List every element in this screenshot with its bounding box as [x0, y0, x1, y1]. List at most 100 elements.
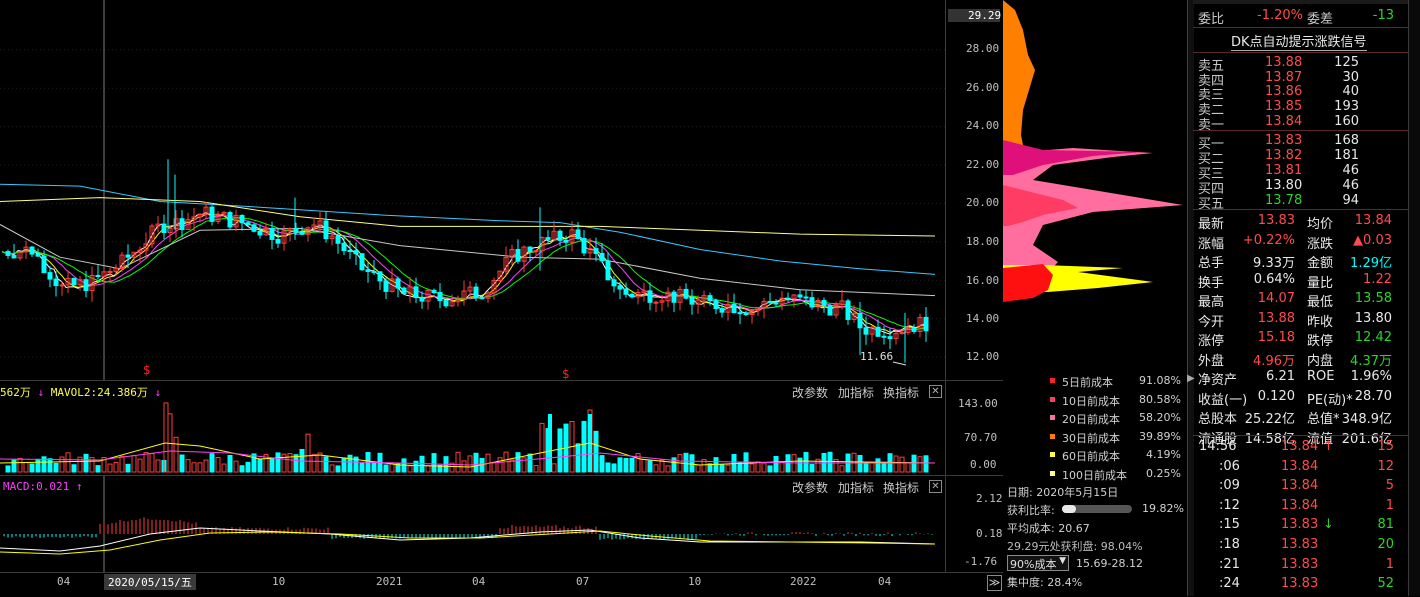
cost-legend-row: 30日前成本 39.89% — [1048, 430, 1181, 446]
time-axis: 04 2020/05/15/五 10 2021 04 07 10 2022 04… — [0, 572, 1003, 597]
sell-order-row: 卖一 13.84 160 — [1193, 114, 1408, 133]
candle-body — [707, 295, 713, 302]
cost-range: 15.69-28.12 — [1076, 557, 1143, 570]
volume-label-left: 562万 ↓ MAVOL2:24.386万 ↓ — [0, 386, 162, 399]
stat-label: 收益(一) — [1198, 392, 1248, 408]
ma20-line — [1, 215, 927, 331]
tick-price: 13.83 — [1281, 537, 1319, 552]
volume-bar — [455, 451, 461, 473]
volume-bar — [53, 462, 59, 473]
candle-body — [467, 286, 473, 292]
candle-body — [431, 289, 437, 294]
macd-switch-indicator-button[interactable]: 换指标 — [883, 481, 920, 495]
tick-volume: 15 — [1377, 439, 1394, 454]
tick-volume: 20 — [1377, 537, 1394, 552]
candle-body — [221, 212, 227, 215]
stat-value: 13.88 — [1257, 310, 1295, 326]
volume-bar — [41, 456, 47, 473]
order-price: 13.82 — [1265, 148, 1303, 163]
macd-add-indicator-button[interactable]: 加指标 — [838, 481, 875, 495]
volume-bar — [635, 453, 641, 473]
volume-bar — [755, 461, 761, 473]
quote-panel: 委比 -1.20% 委差 -13 DK点自动提示涨跌信号 卖五 13.88 125 卖… — [1193, 0, 1408, 596]
cost-range-select-value: 90%成本 — [1010, 558, 1057, 571]
stat-label: 最新 — [1198, 217, 1225, 232]
volume-edit-params-button[interactable]: 改参数 — [792, 386, 829, 400]
cost-legend-row: 10日前成本 80.58% — [1048, 392, 1181, 409]
tick-time: 14:56 — [1199, 439, 1237, 454]
volume-bar — [923, 455, 929, 473]
stat-value: 0.64% — [1253, 271, 1295, 287]
dk-signal-link[interactable]: DK点自动提示涨跌信号 — [1231, 31, 1367, 51]
time-axis-label: 10 — [272, 575, 286, 588]
candle-body — [503, 256, 509, 272]
legend-swatch — [1050, 415, 1055, 420]
volume-add-indicator-button[interactable]: 加指标 — [838, 386, 875, 400]
sell-order-row: 卖五 13.88 125 — [1193, 55, 1408, 74]
macd-edit-params-button[interactable]: 改参数 — [792, 481, 829, 495]
candle-body — [197, 213, 203, 218]
volume-bar — [131, 455, 137, 473]
volume-close-icon[interactable]: ✕ — [929, 385, 942, 398]
candle-body — [557, 230, 563, 241]
volume-switch-indicator-button[interactable]: 换指标 — [883, 386, 920, 400]
volume-bar — [725, 464, 731, 473]
cost-range-select[interactable]: 90%成本 ▼ — [1007, 555, 1069, 571]
price-axis-label: 16.00 — [966, 274, 1000, 287]
candle-body — [143, 243, 149, 251]
candle-body — [215, 213, 221, 222]
candle-body — [599, 252, 605, 262]
volume-bar — [701, 458, 707, 473]
volume-bar — [353, 456, 359, 473]
kline-chart[interactable]: $ $ 11.66 — [0, 0, 945, 380]
volume-bar — [539, 422, 545, 473]
candle-body — [509, 248, 515, 258]
candle-body — [263, 228, 269, 236]
volume-bar — [179, 454, 185, 473]
scroll-right-button[interactable]: ≫ — [987, 575, 1002, 591]
chip-distribution-chart[interactable] — [1003, 0, 1187, 380]
volume-bar — [521, 457, 527, 473]
macd-chart[interactable] — [0, 476, 945, 572]
volume-bar — [491, 461, 497, 473]
macd-axis-label: 2.12 — [976, 492, 1003, 505]
volume-bar — [209, 453, 215, 473]
candle-body — [785, 297, 791, 300]
time-axis-label: 04 — [57, 575, 71, 588]
volume-chart[interactable] — [0, 381, 945, 475]
candle-body — [59, 284, 65, 287]
volume-bar — [47, 458, 53, 473]
volume-axis-label: 70.70 — [964, 431, 998, 444]
candle-body — [95, 274, 101, 278]
volume-bar — [137, 458, 143, 473]
volume-bar — [437, 464, 443, 473]
candle-body — [257, 230, 263, 236]
order-level-label: 卖三 — [1198, 88, 1225, 104]
candle-body — [713, 300, 719, 310]
volume-bar — [245, 461, 251, 473]
candle-body — [749, 310, 755, 316]
time-axis-current-date: 2020/05/15/五 — [104, 574, 196, 590]
macd-axis-label: 0.18 — [976, 527, 1003, 540]
legend-value: 80.58% — [1139, 392, 1181, 406]
candle-body — [227, 212, 233, 228]
legend-label: 5日前成本 — [1062, 376, 1113, 389]
tick-price: 13.83 — [1281, 576, 1319, 592]
stat-label: 量比 — [1307, 275, 1334, 291]
candle-body — [299, 231, 305, 235]
candle-body — [47, 272, 53, 280]
candle-body — [869, 326, 875, 335]
candle-body — [119, 254, 125, 269]
volume-bar — [557, 428, 563, 473]
stat-value: 13.58 — [1354, 291, 1392, 306]
volume-bar — [191, 462, 197, 473]
volume-bar — [149, 453, 155, 473]
candle-body — [581, 237, 587, 254]
legend-swatch — [1050, 378, 1055, 383]
stat-value: 4.96万 — [1253, 353, 1295, 369]
stat-label: 涨停 — [1198, 334, 1225, 349]
price-axis-label: 18.00 — [966, 235, 1000, 248]
collapse-arrow-icon[interactable]: ▶ — [1187, 373, 1195, 384]
stat-label: PE(动)* — [1307, 392, 1353, 408]
macd-close-icon[interactable]: ✕ — [929, 480, 942, 493]
